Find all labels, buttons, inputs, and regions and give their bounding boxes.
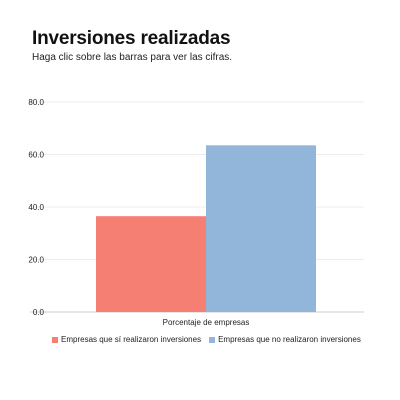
legend-item-1[interactable]: Empresas que sí realizaron inversiones (52, 335, 201, 344)
legend-item-2[interactable]: Empresas que no realizaron inversiones (209, 335, 361, 344)
y-tick-label: 0.0 (33, 308, 45, 317)
y-tick-label: 20.0 (28, 256, 44, 265)
chart-title: Inversiones realizadas (32, 28, 231, 49)
y-tick-label: 60.0 (28, 151, 44, 160)
bar-1[interactable] (96, 216, 206, 312)
legend-label: Empresas que sí realizaron inversiones (61, 335, 202, 344)
legend-label: Empresas que no realizaron inversiones (218, 335, 361, 344)
y-tick-label: 80.0 (28, 98, 44, 107)
y-tick-label: 40.0 (28, 203, 44, 212)
legend-swatch (52, 336, 58, 343)
chart-subtitle: Haga clic sobre las barras para ver las … (32, 52, 233, 63)
x-category-label: Porcentaje de empresas (163, 318, 250, 327)
legend-swatch (209, 336, 216, 343)
chart-legend: Empresas que sí realizaron inversiones Em… (52, 335, 361, 344)
bar-2[interactable] (206, 145, 316, 312)
